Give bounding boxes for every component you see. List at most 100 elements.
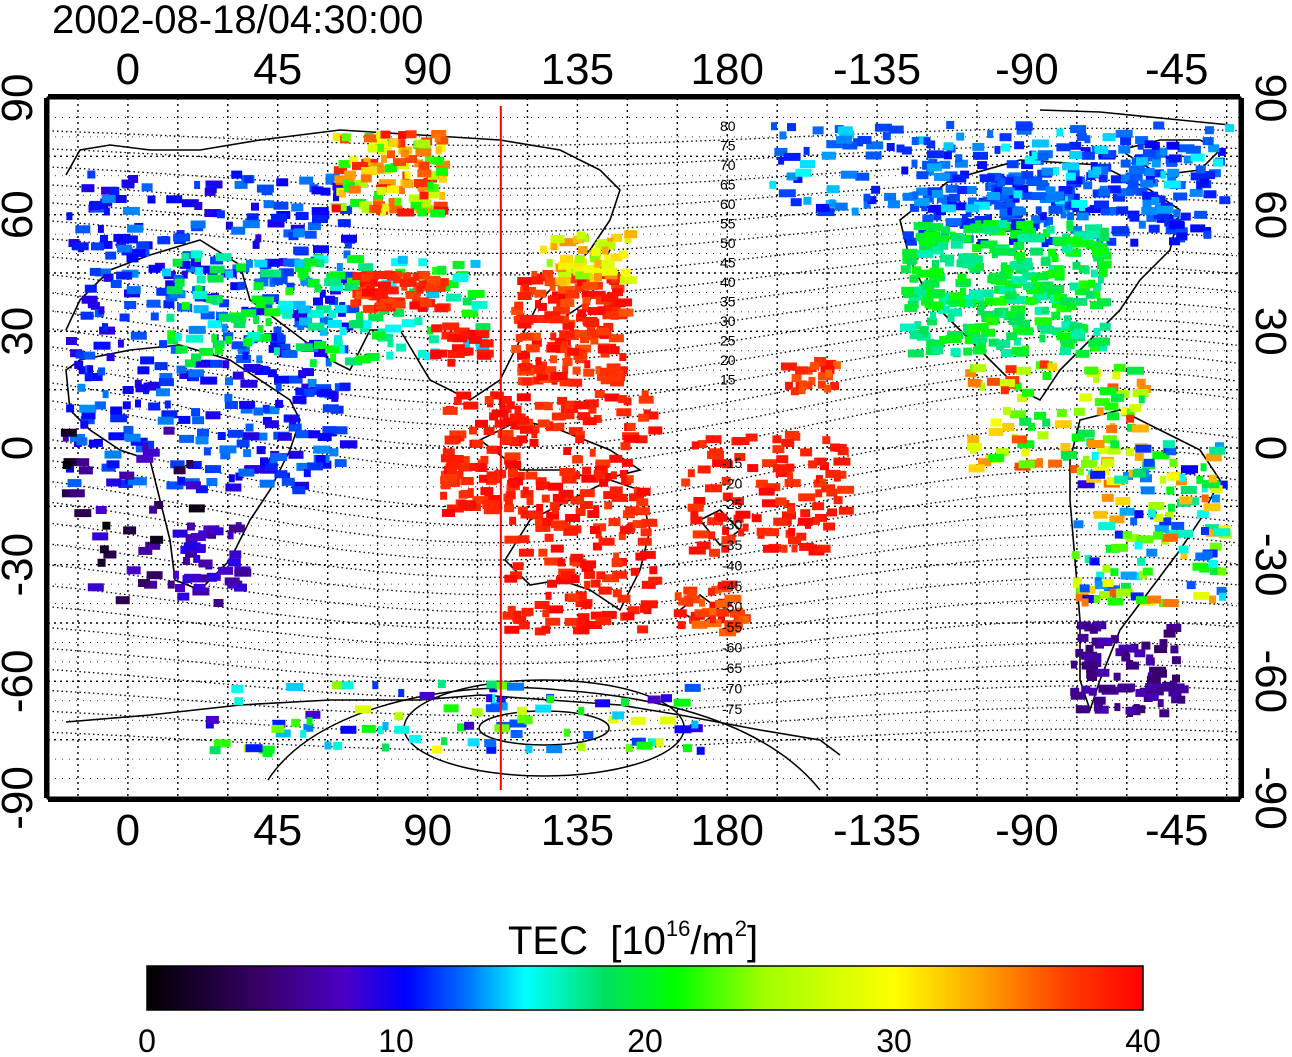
tec-cell	[648, 738, 664, 747]
tec-cell	[211, 334, 218, 343]
tec-cell	[1168, 688, 1180, 697]
tec-cell	[227, 558, 241, 567]
tec-cell	[194, 290, 208, 299]
tec-cell	[517, 277, 533, 286]
tec-cell	[902, 231, 914, 240]
tec-cell	[75, 350, 84, 359]
tec-cell	[1013, 242, 1025, 250]
tec-cell	[1073, 520, 1084, 529]
tec-cell	[994, 201, 1011, 210]
tec-cell	[1021, 191, 1033, 200]
tec-cell	[691, 720, 699, 729]
tec-cell	[346, 277, 364, 286]
tec-cell	[1093, 696, 1106, 705]
tec-cell	[341, 322, 354, 331]
tec-cell	[408, 194, 426, 203]
tec-cell	[1034, 306, 1042, 315]
tec-cell	[577, 743, 586, 752]
tec-cell	[1077, 480, 1095, 489]
contour-label: -70	[722, 681, 742, 697]
tec-cell	[513, 471, 525, 480]
tec-cell	[231, 341, 247, 350]
colorbar-tick-label: 20	[627, 1023, 663, 1057]
tec-cell	[371, 331, 386, 340]
tec-cell	[194, 359, 211, 368]
tec-cell	[340, 277, 352, 286]
contour-label: -45	[722, 578, 742, 594]
tec-cell	[530, 332, 541, 341]
tec-cell	[225, 221, 233, 230]
tec-cell	[165, 280, 179, 289]
tec-cell	[1146, 548, 1158, 557]
tec-cell	[477, 351, 491, 360]
tec-cell	[1094, 146, 1109, 154]
tec-cell	[1160, 475, 1166, 484]
tec-cell	[1098, 188, 1111, 197]
tec-cell	[1001, 143, 1011, 152]
contour-line	[47, 490, 1237, 561]
tec-cell	[1004, 223, 1020, 232]
tec-cell	[546, 695, 554, 704]
tec-cell	[1071, 199, 1088, 208]
tec-cell	[328, 391, 339, 400]
tec-cell	[1036, 182, 1050, 191]
tec-cell	[1130, 517, 1138, 526]
tec-cell	[940, 254, 955, 263]
tec-cell	[944, 171, 958, 180]
tec-cell	[1101, 493, 1114, 502]
tec-cell	[365, 353, 380, 361]
tec-cell	[1159, 709, 1170, 718]
tec-cell	[580, 335, 589, 344]
tec-cell	[437, 680, 446, 689]
tec-cell	[1060, 341, 1075, 350]
tec-cell	[1047, 363, 1058, 372]
tec-cell	[799, 542, 815, 551]
tec-cell	[785, 463, 795, 472]
tec-cell	[255, 234, 262, 243]
tec-cell	[624, 235, 632, 244]
tec-cell	[812, 502, 825, 511]
tec-cell	[982, 196, 995, 205]
tec-cell	[398, 186, 405, 195]
tec-cell	[1039, 334, 1046, 343]
tec-cell	[709, 615, 716, 624]
tec-cell	[1028, 422, 1036, 431]
tec-cell	[312, 215, 328, 224]
tec-cell	[1166, 624, 1182, 632]
tec-cell	[1135, 596, 1151, 605]
tec-cell	[256, 446, 266, 455]
tec-cell	[796, 532, 807, 541]
lon-axis-top: 0 45 90 135 180 -135 -90 -45	[116, 45, 1209, 94]
tec-cell	[1065, 248, 1081, 257]
tec-cell	[791, 544, 798, 553]
tec-cell	[612, 589, 622, 598]
tec-cell	[104, 450, 122, 459]
tec-cell	[926, 150, 944, 159]
tec-cell	[1126, 534, 1140, 543]
tec-cell	[634, 507, 650, 516]
tec-cell	[229, 550, 242, 559]
tec-cell	[1070, 330, 1085, 339]
tec-cell	[295, 343, 313, 352]
tec-cell	[552, 291, 565, 300]
tec-cell	[611, 493, 628, 502]
tec-cell	[177, 476, 186, 485]
tec-cell	[798, 380, 807, 389]
tec-cell	[463, 401, 479, 410]
tec-cell	[441, 737, 448, 746]
tec-cell	[551, 506, 559, 515]
tec-cell	[360, 274, 371, 283]
tec-cell	[520, 363, 532, 372]
tec-cell	[254, 333, 272, 342]
tec-cell	[185, 481, 201, 490]
tec-cell	[649, 566, 658, 575]
tec-cell	[871, 185, 881, 194]
tec-cell	[544, 311, 561, 320]
tec-cell	[1141, 206, 1158, 215]
tec-cell	[1016, 257, 1033, 266]
tec-cell	[546, 511, 560, 520]
tec-cell	[989, 297, 1007, 306]
tec-cell	[1128, 165, 1145, 174]
tec-cell	[1075, 349, 1090, 358]
tec-cell	[1219, 592, 1226, 601]
